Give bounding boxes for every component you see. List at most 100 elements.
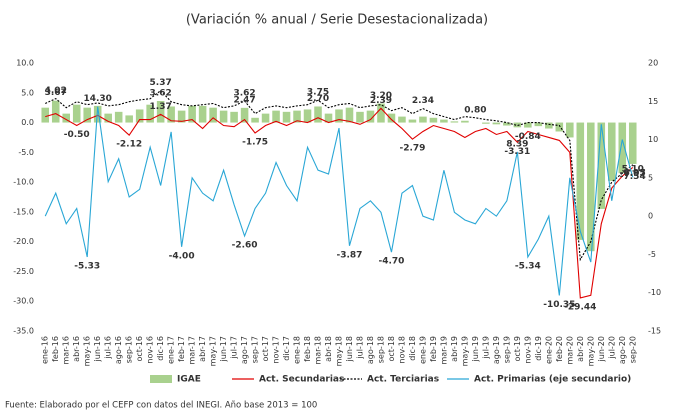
bar bbox=[282, 111, 291, 123]
bar bbox=[198, 105, 207, 123]
data-label: 3.62 bbox=[233, 88, 255, 98]
y-tick-label: -20.0 bbox=[13, 237, 34, 246]
x-tick-label: mar-17 bbox=[188, 336, 197, 365]
x-tick-label: abr-17 bbox=[198, 336, 207, 362]
y-tick-label: -10.0 bbox=[13, 178, 34, 187]
x-tick-label: jun-16 bbox=[93, 336, 102, 362]
y-tick-label: -5.0 bbox=[18, 148, 34, 157]
data-label: 2.39 bbox=[370, 96, 392, 106]
x-tick-label: abr-18 bbox=[324, 336, 333, 362]
bar bbox=[135, 109, 144, 123]
x-tick-label: dic-18 bbox=[408, 336, 417, 361]
bar bbox=[209, 107, 217, 123]
x-tick-label: mar-18 bbox=[314, 336, 323, 365]
x-tick-label: ago-16 bbox=[114, 336, 123, 364]
data-label: -5.34 bbox=[515, 262, 541, 272]
bar bbox=[72, 104, 81, 123]
data-label: 3.20 bbox=[370, 91, 392, 101]
bar bbox=[492, 122, 501, 125]
y2-tick-label: -15 bbox=[648, 327, 661, 336]
x-tick-label: abr-19 bbox=[450, 336, 459, 362]
data-label: -1.75 bbox=[242, 137, 268, 147]
bar bbox=[41, 107, 50, 123]
y-tick-label: -35.0 bbox=[13, 327, 34, 336]
x-tick-label: dic-19 bbox=[534, 336, 543, 361]
x-tick-label: jul-17 bbox=[230, 336, 239, 360]
bar bbox=[607, 122, 616, 181]
data-label: -4.70 bbox=[378, 257, 404, 267]
bar bbox=[62, 113, 71, 123]
data-label: -3.87 bbox=[337, 250, 363, 260]
x-tick-label: oct-17 bbox=[261, 336, 270, 362]
y2-tick-label: -10 bbox=[648, 288, 661, 297]
data-label: 5.37 bbox=[150, 78, 172, 88]
x-tick-label: abr-16 bbox=[72, 336, 81, 362]
x-tick-label: ago-19 bbox=[492, 336, 501, 364]
bar bbox=[293, 110, 301, 123]
x-tick-label: jun-19 bbox=[471, 336, 480, 362]
bar bbox=[534, 122, 543, 127]
bar bbox=[188, 105, 196, 123]
x-tick-label: jun-17 bbox=[219, 336, 228, 362]
bar bbox=[461, 120, 469, 123]
x-tick-label: mar-19 bbox=[439, 336, 448, 365]
x-tick-label: ene-20 bbox=[544, 336, 553, 364]
data-label: 8.39 bbox=[506, 139, 528, 149]
bar bbox=[524, 122, 532, 128]
data-label: -2.79 bbox=[399, 144, 425, 154]
data-label: -5.33 bbox=[74, 261, 100, 271]
bar bbox=[398, 116, 406, 123]
bar bbox=[587, 122, 595, 252]
x-tick-label: sep-18 bbox=[376, 336, 385, 363]
bar bbox=[251, 117, 259, 123]
y2-tick-label: 15 bbox=[648, 97, 658, 106]
y-tick-label: -25.0 bbox=[13, 267, 34, 276]
x-tick-label: sep-17 bbox=[251, 336, 260, 363]
data-label: -0.84 bbox=[515, 132, 541, 142]
bar bbox=[618, 122, 627, 174]
bar bbox=[240, 107, 249, 123]
y-tick-label: 5.0 bbox=[21, 88, 34, 97]
x-tick-label: jul-19 bbox=[481, 336, 490, 360]
x-tick-label: may-17 bbox=[209, 336, 218, 366]
bar bbox=[545, 122, 553, 129]
data-label: -0.50 bbox=[64, 130, 90, 140]
x-tick-label: nov-19 bbox=[523, 336, 532, 364]
data-label: 2.47 bbox=[233, 95, 255, 105]
x-tick-label: ene-16 bbox=[41, 336, 50, 364]
bar bbox=[440, 119, 448, 123]
bar bbox=[628, 122, 637, 164]
x-tick-label: ago-17 bbox=[240, 336, 249, 364]
data-label: 14.30 bbox=[83, 94, 111, 104]
x-tick-label: oct-16 bbox=[135, 336, 144, 362]
data-label: -2.60 bbox=[232, 241, 258, 251]
bar bbox=[419, 116, 427, 123]
bar bbox=[146, 104, 154, 123]
data-label: -2.12 bbox=[116, 140, 142, 150]
x-tick-label: feb-17 bbox=[177, 336, 186, 362]
x-tick-label: feb-16 bbox=[51, 336, 60, 362]
x-tick-label: feb-19 bbox=[429, 336, 438, 362]
x-tick-label: feb-18 bbox=[303, 336, 312, 362]
bar bbox=[125, 115, 133, 123]
y2-tick-label: -5 bbox=[648, 250, 656, 259]
bar bbox=[177, 110, 186, 123]
x-tick-label: mar-20 bbox=[565, 336, 574, 365]
x-tick-label: jul-16 bbox=[104, 336, 113, 360]
bar bbox=[230, 111, 238, 123]
bar bbox=[83, 107, 91, 123]
y-tick-label: 0.0 bbox=[21, 118, 34, 127]
data-label: -7.07 bbox=[620, 169, 646, 179]
source-note: Fuente: Elaborado por el CEFP con datos … bbox=[5, 401, 317, 411]
bar bbox=[450, 121, 459, 123]
bar bbox=[366, 110, 375, 123]
x-tick-label: jun-18 bbox=[345, 336, 354, 362]
bar bbox=[324, 113, 333, 123]
x-tick-label: sep-16 bbox=[125, 336, 134, 363]
x-tick-label: may-16 bbox=[83, 336, 92, 366]
bar bbox=[429, 117, 438, 123]
data-label: 4.02 bbox=[45, 86, 67, 96]
bar bbox=[513, 122, 522, 128]
legend-swatch bbox=[150, 375, 172, 383]
x-tick-label: nov-16 bbox=[146, 336, 155, 364]
